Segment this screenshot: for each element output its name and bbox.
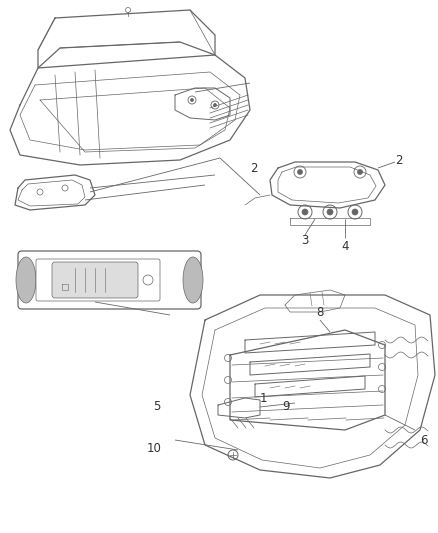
Circle shape [191,99,194,101]
Ellipse shape [16,257,36,303]
FancyBboxPatch shape [52,262,138,298]
Ellipse shape [183,257,203,303]
Text: 2: 2 [395,154,403,166]
Text: 2: 2 [250,161,258,174]
Text: 1: 1 [260,392,268,405]
Text: 8: 8 [316,305,324,319]
Text: 6: 6 [420,433,427,447]
Text: 5: 5 [152,400,160,414]
Text: 3: 3 [301,235,309,247]
Circle shape [297,169,303,174]
Circle shape [213,103,216,107]
Text: 10: 10 [147,442,162,456]
Circle shape [302,209,308,215]
Text: 9: 9 [283,400,290,414]
FancyBboxPatch shape [18,251,201,309]
Text: 4: 4 [341,239,349,253]
Circle shape [352,209,358,215]
Circle shape [327,209,333,215]
Circle shape [357,169,363,174]
FancyBboxPatch shape [36,259,160,301]
